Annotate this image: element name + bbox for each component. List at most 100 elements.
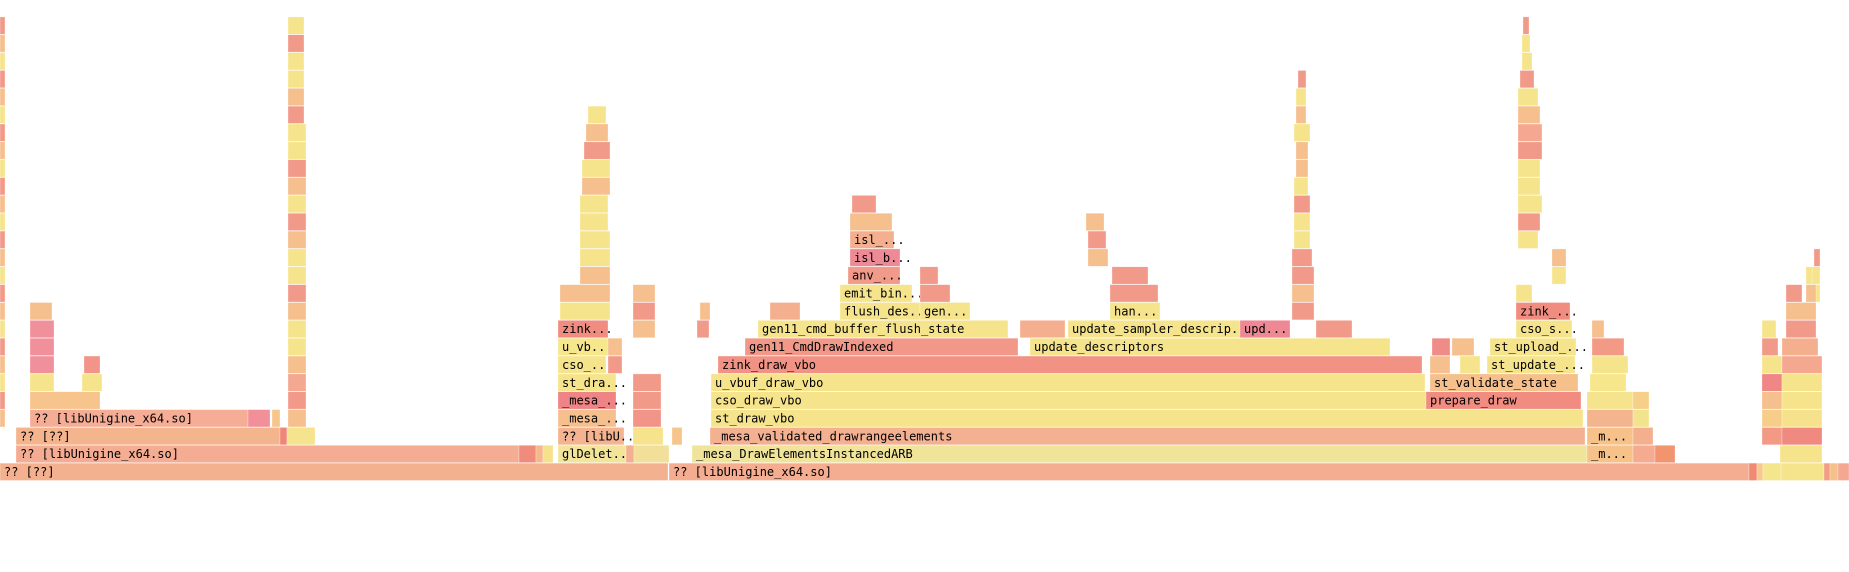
- flame-frame-rect[interactable]: [625, 445, 635, 463]
- flame-frame[interactable]: [0, 34, 6, 53]
- flame-frame[interactable]: gen11_CmdDrawIndexed: [744, 337, 1019, 356]
- flame-frame-rect[interactable]: [287, 141, 307, 160]
- flame-frame-rect[interactable]: [1019, 320, 1066, 338]
- flame-frame[interactable]: [1297, 70, 1307, 89]
- flame-frame-rect[interactable]: [29, 320, 55, 338]
- flame-frame-rect[interactable]: [0, 123, 6, 142]
- flame-frame-rect[interactable]: [0, 88, 6, 106]
- flame-frame-rect[interactable]: [1029, 337, 1391, 356]
- flame-frame[interactable]: [1451, 337, 1475, 356]
- flame-frame-rect[interactable]: [1761, 391, 1783, 410]
- flame-frame-rect[interactable]: [1451, 337, 1475, 356]
- flame-frame-rect[interactable]: [769, 302, 801, 321]
- flame-frame[interactable]: [287, 409, 307, 428]
- flame-frame[interactable]: [1519, 70, 1535, 89]
- flame-frame[interactable]: [287, 213, 307, 231]
- flame-frame[interactable]: [287, 266, 307, 285]
- flame-frame-rect[interactable]: [1781, 391, 1823, 410]
- flame-frame-rect[interactable]: [632, 391, 662, 410]
- flame-frame[interactable]: [287, 230, 307, 249]
- flame-frame-rect[interactable]: [1291, 266, 1315, 285]
- flame-frame[interactable]: gen11_cmd_buffer_flush_state: [757, 320, 1009, 338]
- flame-frame[interactable]: [1295, 88, 1307, 106]
- flame-frame[interactable]: [0, 105, 6, 124]
- flame-frame-rect[interactable]: [287, 302, 307, 321]
- flame-frame[interactable]: glDelet...: [557, 445, 634, 463]
- flame-frame[interactable]: [1632, 391, 1650, 410]
- flame-frame[interactable]: [1756, 462, 1764, 481]
- flame-frame[interactable]: update_descriptors: [1029, 337, 1391, 356]
- flame-frame[interactable]: [1087, 230, 1107, 249]
- flame-frame-rect[interactable]: [287, 391, 307, 410]
- flame-frame[interactable]: [1632, 409, 1650, 428]
- flame-frame-rect[interactable]: [247, 409, 271, 428]
- flame-frame[interactable]: [1517, 177, 1541, 196]
- flame-frame-rect[interactable]: [0, 213, 6, 231]
- flame-frame[interactable]: [542, 445, 554, 463]
- flame-frame[interactable]: [0, 355, 6, 374]
- flame-frame-rect[interactable]: [1517, 141, 1543, 160]
- flame-frame-rect[interactable]: [1521, 34, 1531, 53]
- flame-frame[interactable]: cso_draw_vbo: [710, 391, 1427, 410]
- flame-frame[interactable]: [632, 373, 662, 392]
- flame-frame[interactable]: [1291, 248, 1313, 267]
- flame-frame-rect[interactable]: [1486, 355, 1576, 374]
- flame-frame-rect[interactable]: [0, 70, 6, 89]
- flame-frame-rect[interactable]: [0, 302, 6, 321]
- flame-frame[interactable]: [247, 409, 271, 428]
- flame-frame[interactable]: [0, 177, 6, 196]
- flame-frame[interactable]: [579, 266, 611, 285]
- flame-frame[interactable]: [29, 373, 55, 392]
- flame-frame-rect[interactable]: [559, 284, 611, 303]
- flame-frame[interactable]: [696, 320, 710, 338]
- flame-frame-rect[interactable]: [557, 445, 627, 463]
- flame-frame[interactable]: isl_...: [849, 230, 905, 249]
- flame-frame[interactable]: [607, 355, 623, 374]
- flame-frame-rect[interactable]: [710, 409, 1584, 428]
- flame-frame[interactable]: [1591, 355, 1629, 374]
- flame-frame-rect[interactable]: [557, 373, 617, 392]
- flame-frame-rect[interactable]: [287, 34, 305, 53]
- flame-frame[interactable]: [287, 34, 305, 53]
- flame-frame-rect[interactable]: [29, 337, 55, 356]
- flame-frame-rect[interactable]: [1781, 373, 1823, 392]
- flame-frame-rect[interactable]: [81, 373, 103, 392]
- flame-frame[interactable]: [535, 445, 544, 463]
- flame-frame-rect[interactable]: [1297, 70, 1307, 89]
- flame-frame-rect[interactable]: [1521, 52, 1533, 71]
- flame-frame[interactable]: [0, 123, 6, 142]
- flame-frame[interactable]: [671, 427, 683, 446]
- flame-frame[interactable]: prepare_draw: [1425, 391, 1582, 410]
- flame-frame[interactable]: [1761, 391, 1783, 410]
- flame-frame-rect[interactable]: [1811, 266, 1821, 285]
- flame-frame[interactable]: [287, 302, 307, 321]
- flame-frame-rect[interactable]: [1295, 88, 1307, 106]
- flame-frame-rect[interactable]: [1291, 284, 1315, 303]
- flame-frame-rect[interactable]: [0, 462, 669, 481]
- flame-frame-rect[interactable]: [1785, 284, 1803, 303]
- flame-frame-rect[interactable]: [287, 248, 307, 267]
- flame-frame-rect[interactable]: [851, 195, 877, 213]
- flame-frame-rect[interactable]: [1517, 213, 1541, 231]
- flame-frame[interactable]: [0, 284, 6, 303]
- flame-frame[interactable]: [1295, 159, 1309, 178]
- flame-frame-rect[interactable]: [847, 266, 901, 285]
- flame-frame-rect[interactable]: [579, 213, 609, 231]
- flame-frame-rect[interactable]: [0, 159, 6, 178]
- flame-frame-rect[interactable]: [1762, 462, 1782, 481]
- flame-frame-rect[interactable]: [557, 391, 617, 410]
- flame-frame[interactable]: [287, 70, 305, 89]
- flame-frame-rect[interactable]: [1586, 409, 1634, 428]
- flame-frame[interactable]: ?? [??]: [15, 427, 281, 446]
- flame-frame-rect[interactable]: [1515, 302, 1571, 321]
- flame-frame[interactable]: [1781, 355, 1823, 374]
- flame-frame[interactable]: [1781, 391, 1823, 410]
- flame-frame[interactable]: [29, 302, 53, 321]
- flame-frame[interactable]: [632, 391, 662, 410]
- flame-frame-rect[interactable]: [1111, 266, 1149, 285]
- flame-frame-rect[interactable]: [696, 320, 710, 338]
- flame-frame[interactable]: [1291, 284, 1315, 303]
- flame-frame-rect[interactable]: [1551, 266, 1567, 285]
- flame-frame[interactable]: [583, 141, 611, 160]
- flame-frame[interactable]: [1779, 445, 1823, 463]
